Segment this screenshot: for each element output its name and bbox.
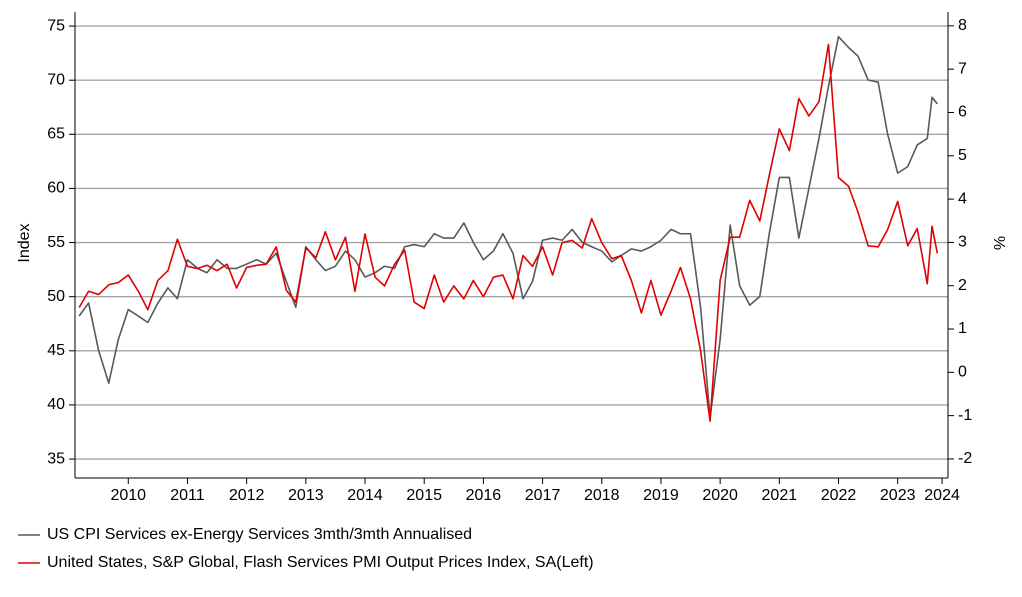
- x-tick-label: 2015: [406, 487, 442, 504]
- x-tick-label: 2020: [702, 487, 738, 504]
- y2-tick-label: 4: [958, 190, 967, 207]
- y2-tick-label: -2: [958, 450, 972, 467]
- y2-tick-label: 8: [958, 17, 967, 34]
- y-tick-label: 65: [47, 126, 65, 143]
- x-tick-label: 2013: [288, 487, 324, 504]
- legend-label: US CPI Services ex-Energy Services 3mth/…: [47, 526, 472, 543]
- x-tick-label: 2021: [762, 487, 798, 504]
- y-tick-label: 40: [47, 396, 65, 413]
- y2-tick-label: 2: [958, 277, 967, 294]
- y2-tick-label: 6: [958, 104, 967, 121]
- y2-tick-label: 1: [958, 320, 967, 337]
- x-tick-label: 2016: [466, 487, 502, 504]
- series-line: [78, 35, 938, 419]
- y2-tick-label: 7: [958, 60, 967, 77]
- y-tick-label: 35: [47, 450, 65, 467]
- series-line: [78, 43, 939, 422]
- x-tick-label: 2018: [584, 487, 620, 504]
- y2-axis-label: %: [990, 236, 1007, 250]
- x-tick-label: 2012: [229, 487, 265, 504]
- y2-tick-label: 5: [958, 147, 967, 164]
- x-tick-label: 2022: [821, 487, 857, 504]
- y-tick-label: 55: [47, 234, 65, 251]
- y-tick-label: 45: [47, 342, 65, 359]
- x-tick-label: 2014: [347, 487, 383, 504]
- y2-tick-label: -1: [958, 407, 972, 424]
- y-tick-label: 60: [47, 180, 65, 197]
- y2-tick-label: 0: [958, 364, 967, 381]
- x-tick-label: 2023: [880, 487, 916, 504]
- y-tick-label: 70: [47, 71, 65, 88]
- y-axis-label: Index: [16, 223, 33, 262]
- x-tick-label: 2019: [643, 487, 679, 504]
- x-tick-label: 2024: [924, 487, 960, 504]
- x-tick-label: 2010: [110, 487, 146, 504]
- x-tick-label: 2011: [170, 487, 205, 504]
- x-tick-label: 2017: [525, 487, 561, 504]
- y-tick-label: 50: [47, 288, 65, 305]
- y-tick-label: 75: [47, 17, 65, 34]
- y2-tick-label: 3: [958, 234, 967, 251]
- legend-label: United States, S&P Global, Flash Service…: [47, 554, 594, 571]
